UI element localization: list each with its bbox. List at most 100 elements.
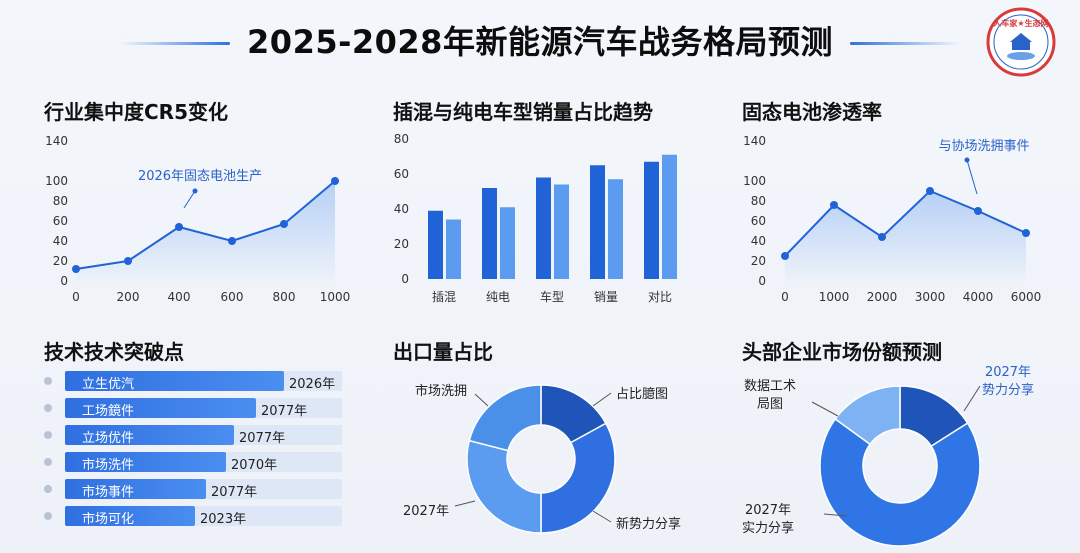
- bar: [446, 219, 461, 279]
- data-point: [926, 187, 934, 195]
- cr5-line-chart: 0 20 40 60 80 100 140 0 200 400 600 800 1000 2026年固态电…: [45, 134, 350, 304]
- y-tick-label: 60: [53, 214, 68, 228]
- bullet-dot-icon: [44, 431, 52, 439]
- annotation-dot: [192, 188, 198, 194]
- chart-title-bar: 插混与纯电车型销量占比趋势: [393, 100, 653, 124]
- bar-label: 市场可化: [82, 512, 135, 527]
- bar: [482, 188, 497, 279]
- tech-bar-row: 立生优汽 2026年: [44, 371, 344, 392]
- donut-label: 2027年 势力分享: [982, 365, 1035, 398]
- bar-fill: [65, 371, 284, 391]
- data-point: [781, 252, 789, 260]
- bar-fill: [65, 398, 256, 418]
- bar-label: 市场事件: [82, 485, 135, 500]
- donut-label: 2027年: [403, 504, 450, 519]
- donut-label: 数据工术 局图: [744, 379, 797, 412]
- leader-line: [823, 513, 848, 517]
- data-point: [228, 237, 236, 245]
- bar-value: 2026年: [289, 377, 336, 392]
- data-point: [1022, 229, 1030, 237]
- leader-line: [454, 500, 476, 507]
- y-tick-label: 20: [751, 254, 766, 268]
- x-tick-label: 纯电: [486, 290, 510, 304]
- bullet-dot-icon: [44, 377, 52, 385]
- data-point: [331, 177, 339, 185]
- brand-logo-icon: 人车家★生态网: [986, 7, 1056, 77]
- data-point: [175, 223, 183, 231]
- y-tick-label: 40: [751, 234, 766, 248]
- chart-title-tech: 技术技术突破点: [44, 340, 184, 364]
- chart-title-solid: 固态电池渗透率: [742, 100, 882, 124]
- panel-tech: 技术技术突破点 立生优汽 2026年 工场鏡件 2077年 立场优件 2077年 市场洗件 2…: [44, 336, 354, 536]
- bar-value: 2023年: [200, 512, 247, 527]
- x-tick-label: 2000: [867, 290, 898, 304]
- series-line: [784, 189, 1027, 257]
- bar-fill: [65, 479, 206, 499]
- y-tick-label: 100: [45, 174, 68, 188]
- bar: [662, 154, 677, 279]
- annotation-label: 2026年固态电池生产: [138, 169, 262, 184]
- bar: [554, 184, 569, 279]
- export-donut-chart: [454, 384, 616, 534]
- bar-value: 2077年: [211, 485, 258, 500]
- bar-fill: [65, 452, 226, 472]
- x-tick-label: 插混: [432, 290, 456, 304]
- data-point: [878, 233, 886, 241]
- bar: [608, 179, 623, 279]
- bar-fill: [65, 506, 195, 526]
- tech-bar-row: 市场洗件 2070年: [44, 452, 344, 473]
- x-tick-label: 600: [221, 290, 244, 304]
- bar: [500, 207, 515, 279]
- y-tick-label: 0: [401, 272, 409, 286]
- bar: [590, 165, 605, 279]
- tech-bar-row: 市场事件 2077年: [44, 479, 344, 500]
- share-donut-chart: [811, 385, 981, 547]
- leader-line: [592, 392, 612, 407]
- panel-share: 头部企业市场份额预测 2027年 势力分享 2027年 实力分享 数据工术 局图: [742, 336, 1062, 547]
- panel-bar: 插混与纯电车型销量占比趋势 0 20 40 60 80 插混 纯电 车型 销量 对比: [393, 96, 693, 306]
- bar-label: 市场洗件: [82, 458, 135, 473]
- bar: [536, 177, 551, 279]
- y-tick-label: 0: [758, 274, 766, 288]
- y-tick-label: 0: [60, 274, 68, 288]
- y-tick-label: 40: [53, 234, 68, 248]
- y-tick-label: 140: [45, 134, 68, 148]
- bar-value: 2070年: [231, 458, 278, 473]
- y-tick-label: 80: [751, 194, 766, 208]
- y-tick-label: 60: [751, 214, 766, 228]
- bullet-dot-icon: [44, 404, 52, 412]
- annotation-leader: [966, 159, 978, 195]
- x-tick-label: 400: [168, 290, 191, 304]
- bullet-dot-icon: [44, 485, 52, 493]
- chart-title-share: 头部企业市场份额预测: [742, 340, 942, 364]
- x-tick-label: 3000: [915, 290, 946, 304]
- tech-bar-row: 市场可化 2023年: [44, 506, 344, 527]
- solid-line-chart: 0 20 40 60 80 100 140 0 1000 2000 3000 4000 6000 与协场洗…: [743, 134, 1041, 304]
- bullet-dot-icon: [44, 512, 52, 520]
- donut-slice: [466, 439, 542, 534]
- bullet-dot-icon: [44, 458, 52, 466]
- data-point: [974, 207, 982, 215]
- bar: [644, 161, 659, 279]
- y-tick-label: 20: [394, 237, 409, 251]
- donut-slice: [819, 417, 981, 547]
- y-tick-label: 100: [743, 174, 766, 188]
- tech-bar-row: 工场鏡件 2077年: [44, 398, 344, 419]
- x-tick-label: 车型: [540, 289, 564, 304]
- x-tick-label: 0: [72, 290, 80, 304]
- x-tick-label: 0: [781, 290, 789, 304]
- x-tick-label: 1000: [819, 290, 850, 304]
- bar: [428, 210, 443, 279]
- chart-title-cr5: 行业集中度CR5变化: [44, 100, 228, 124]
- leader-line: [963, 385, 981, 412]
- bar-fill: [65, 425, 234, 445]
- y-tick-label: 80: [53, 194, 68, 208]
- donut-label: 新势力分享: [616, 517, 682, 532]
- series-line: [75, 180, 336, 270]
- annotation-dot: [964, 157, 970, 163]
- svg-text:人车家★生态网: 人车家★生态网: [993, 18, 1048, 28]
- title-decor-right: [850, 42, 960, 45]
- y-tick-label: 60: [394, 167, 409, 181]
- data-point: [124, 257, 132, 265]
- y-tick-label: 80: [394, 132, 409, 146]
